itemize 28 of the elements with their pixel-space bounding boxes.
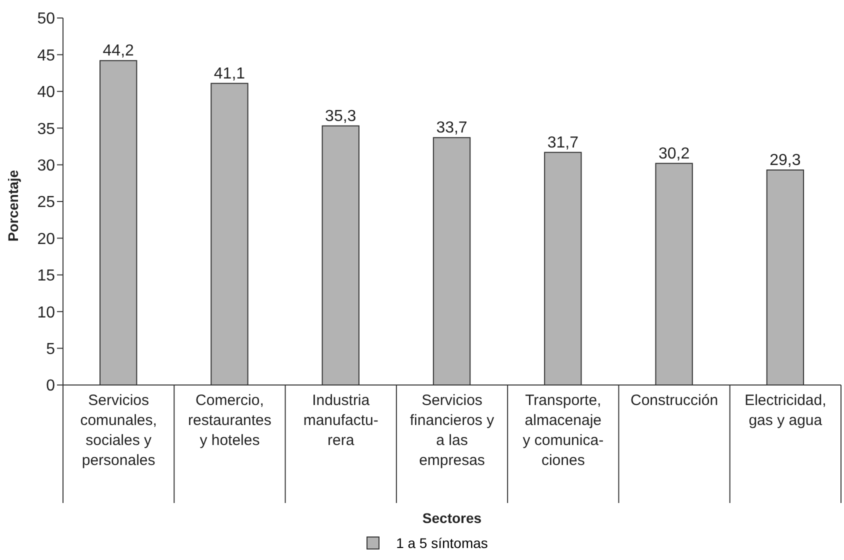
x-tick-label: Electricidad, gas y agua <box>744 392 826 429</box>
data-label: 31,7 <box>547 134 579 152</box>
data-label: 29,3 <box>770 152 801 169</box>
data-label: 33,7 <box>436 120 468 137</box>
data-label: 30,2 <box>658 145 690 162</box>
y-tick-label: 45 <box>37 47 56 64</box>
data-label: 35,3 <box>325 108 356 125</box>
y-tick-label: 0 <box>46 378 56 395</box>
x-axis-title: Sectores <box>422 510 482 526</box>
y-tick-label: 25 <box>37 194 56 212</box>
y-tick-label: 40 <box>37 84 56 102</box>
x-tick-label: Construcción <box>630 392 718 409</box>
y-tick-label: 50 <box>37 10 56 28</box>
x-tick-label: Transporte, almacenaje y comunica- ciones <box>522 392 604 469</box>
y-tick-label: 15 <box>37 268 56 285</box>
x-tick-label: Comercio, restaurantes y hoteles <box>188 392 272 449</box>
x-tick-label: Servicios comunales, sociales y personales <box>80 392 157 469</box>
y-tick-label: 20 <box>37 230 56 248</box>
x-tick-label: Industria manufactu- rera <box>303 392 378 449</box>
y-tick-label: 30 <box>37 157 56 174</box>
y-axis-title: Porcentaje <box>4 170 21 242</box>
data-label: 41,1 <box>214 65 246 82</box>
y-tick-label: 5 <box>46 340 56 358</box>
legend-label: 1 a 5 síntomas <box>395 535 488 551</box>
y-tick-label: 10 <box>37 304 56 322</box>
data-label: 44,2 <box>102 42 134 60</box>
x-tick-label: Servicios financieros y a las empresas <box>410 392 495 469</box>
y-tick-label: 35 <box>37 120 56 138</box>
